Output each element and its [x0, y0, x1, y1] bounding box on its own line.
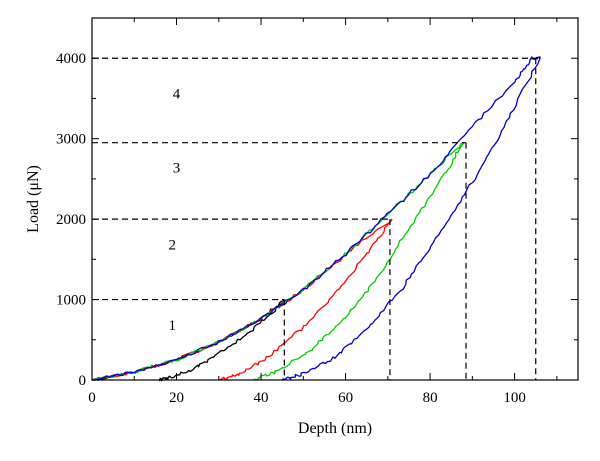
x-tick-label: 40	[254, 390, 269, 406]
x-tick-label: 100	[503, 390, 526, 406]
y-tick-label: 2000	[56, 212, 86, 228]
curve-layer	[91, 56, 541, 382]
series-3-unloading-curve	[252, 142, 465, 381]
x-tick-label: 0	[88, 390, 96, 406]
x-tick-label: 60	[338, 390, 353, 406]
y-axis-title: Load (μN)	[25, 165, 42, 233]
region-label-3: 3	[173, 160, 181, 176]
y-tick-label: 3000	[56, 132, 86, 148]
x-axis: 0 20 40 60 80 100	[88, 18, 558, 406]
region-label-2: 2	[169, 238, 177, 254]
y-tick-label: 1000	[56, 293, 86, 309]
guide-lines	[92, 57, 537, 380]
x-axis-title: Depth (nm)	[298, 420, 372, 437]
series-1-unloading-curve	[158, 299, 287, 382]
series-4-unloading-curve	[281, 57, 541, 381]
plot-frame	[91, 17, 579, 381]
x-tick-label: 20	[169, 390, 184, 406]
region-label-4: 4	[173, 86, 181, 102]
y-tick-label: 0	[79, 373, 87, 389]
series-4-loading-curve	[91, 56, 541, 381]
series-1-loading-curve	[91, 299, 285, 381]
region-label-1: 1	[169, 318, 177, 334]
series-3-loading-curve	[91, 142, 465, 381]
region-labels: 1 2 3 4	[169, 86, 181, 334]
series-2-unloading-curve	[218, 218, 393, 381]
x-tick-label: 80	[423, 390, 438, 406]
y-tick-label: 4000	[56, 51, 86, 67]
y-axis: 0 1000 2000 3000 4000	[56, 51, 578, 389]
